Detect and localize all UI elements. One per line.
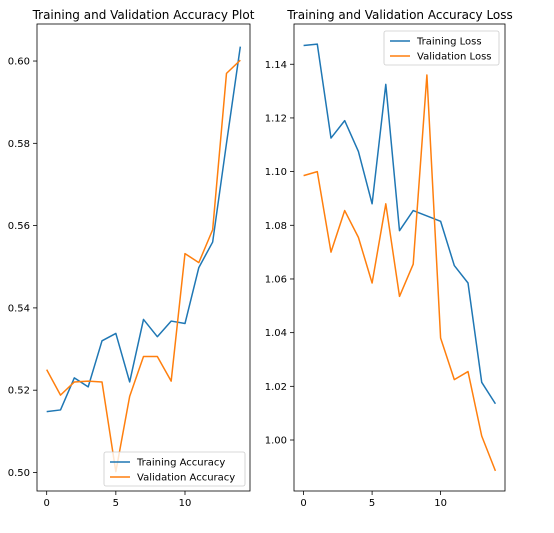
legend: Training Loss Validation Loss bbox=[383, 30, 500, 66]
legend-box bbox=[383, 30, 500, 66]
series-line-training-loss bbox=[303, 43, 497, 405]
legend-label: Training Loss bbox=[416, 37, 482, 48]
plot-area bbox=[37, 24, 250, 491]
y-tick-label: 0.50 bbox=[8, 468, 30, 479]
series-line-training-accuracy bbox=[46, 46, 242, 413]
legend: Training Accuracy Validation Accuracy bbox=[103, 451, 246, 487]
y-tick-label: 1.02 bbox=[265, 382, 287, 393]
plot-frame bbox=[36, 23, 251, 492]
accuracy-chart: Training and Validation Accuracy Plot 0 5… bbox=[8, 8, 255, 509]
y-tick-label: 0.56 bbox=[8, 221, 30, 232]
x-tick-label: 5 bbox=[113, 498, 119, 509]
y-tick-label: 1.12 bbox=[265, 113, 287, 124]
legend-label: Validation Loss bbox=[417, 52, 492, 63]
plot-frame bbox=[293, 23, 506, 492]
y-tick-label: 0.52 bbox=[8, 386, 30, 397]
y-tick-label: 1.06 bbox=[265, 274, 287, 285]
chart-title: Training and Validation Accuracy Plot bbox=[32, 8, 255, 22]
y-tick-label: 0.60 bbox=[8, 57, 30, 68]
y-tick-label: 1.10 bbox=[265, 167, 287, 178]
y-tick-label: 1.14 bbox=[265, 60, 287, 71]
series-line-validation-accuracy bbox=[46, 59, 241, 473]
y-tick-label: 1.00 bbox=[265, 436, 287, 447]
y-tick-label: 1.08 bbox=[265, 221, 287, 232]
legend-label: Training Accuracy bbox=[136, 458, 225, 469]
loss-chart: Training and Validation Accuracy Loss 0 5… bbox=[265, 8, 513, 509]
series-line-validation-loss bbox=[303, 74, 497, 472]
x-tick-label: 5 bbox=[369, 498, 375, 509]
chart-title: Training and Validation Accuracy Loss bbox=[286, 8, 513, 22]
y-tick-label: 0.54 bbox=[8, 303, 30, 314]
y-tick-label: 0.58 bbox=[8, 139, 30, 150]
x-tick-label: 0 bbox=[43, 498, 49, 509]
legend-label: Validation Accuracy bbox=[137, 473, 235, 484]
y-tick-label: 1.04 bbox=[265, 328, 287, 339]
x-tick-label: 0 bbox=[300, 498, 306, 509]
plot-area bbox=[294, 24, 505, 491]
x-tick-label: 10 bbox=[179, 498, 192, 509]
x-tick-label: 10 bbox=[434, 498, 447, 509]
legend-box bbox=[103, 451, 246, 487]
